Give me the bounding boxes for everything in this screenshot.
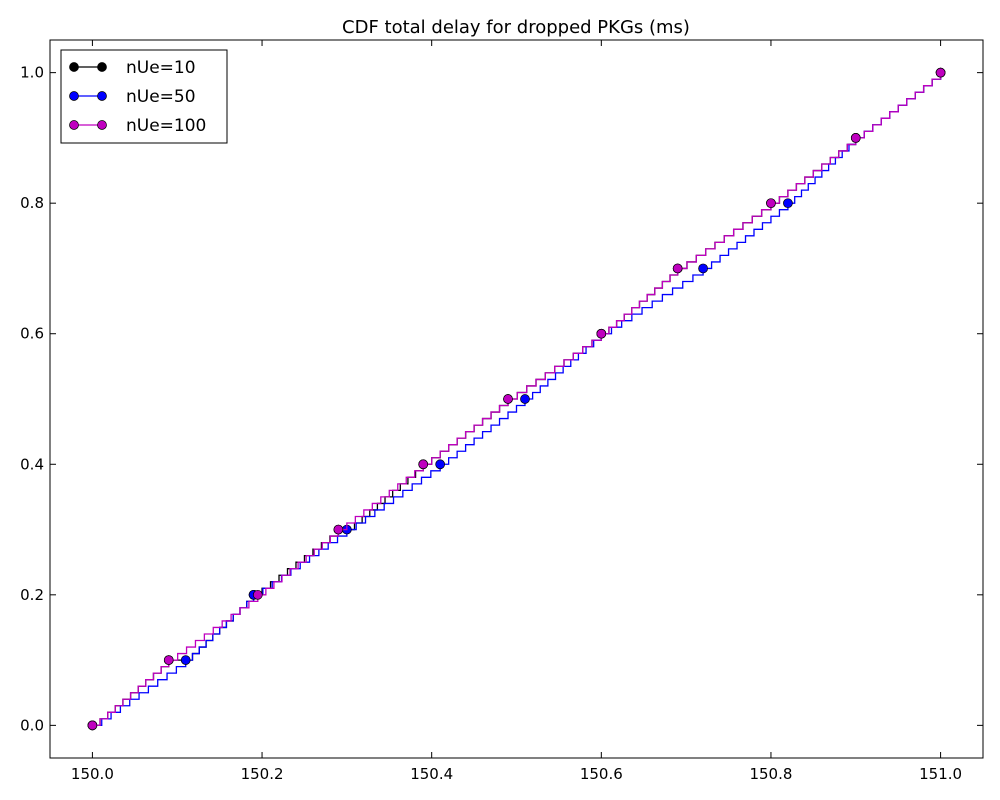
x-tick-label: 151.0 — [919, 765, 962, 783]
legend-label: nUe=50 — [126, 87, 196, 107]
x-tick-label: 150.6 — [580, 765, 623, 783]
data-point — [850, 133, 861, 143]
data-point — [418, 459, 429, 470]
data-point — [435, 459, 446, 470]
series-layer — [87, 67, 946, 731]
y-tick-label: 0.2 — [20, 586, 44, 604]
y-tick-label: 0.8 — [20, 194, 44, 212]
x-tick-label: 150.2 — [241, 765, 284, 783]
y-tick-label: 0.6 — [20, 325, 44, 343]
data-point — [698, 263, 708, 274]
data-point — [163, 655, 174, 665]
x-tick-label: 150.0 — [71, 765, 114, 783]
legend-marker — [97, 120, 107, 130]
legend-marker — [69, 120, 79, 130]
data-point — [180, 655, 191, 665]
data-point — [935, 67, 946, 78]
legend-label: nUe=100 — [126, 116, 206, 136]
legend-label: nUe=10 — [126, 58, 196, 78]
chart-title: CDF total delay for dropped PKGs (ms) — [342, 17, 690, 38]
x-tick-label: 150.8 — [749, 765, 792, 783]
plot-frame — [49, 39, 984, 759]
data-point — [252, 589, 263, 600]
series-nue-100 — [87, 67, 946, 731]
y-tick-label: 0.0 — [20, 716, 44, 734]
data-point — [766, 198, 776, 209]
data-point — [520, 394, 530, 404]
legend-entry: nUe=100 — [69, 116, 206, 136]
legend-marker — [97, 91, 107, 101]
x-tick-label: 150.4 — [410, 765, 453, 783]
data-point — [783, 198, 793, 209]
data-point — [596, 328, 607, 339]
legend-entry: nUe=10 — [69, 58, 196, 78]
y-tick-label: 0.4 — [20, 455, 44, 473]
legend-marker — [69, 91, 79, 101]
data-point — [333, 524, 344, 535]
data-point — [87, 720, 98, 731]
axis-layer: 150.0 150.2 150.4 150.6 150.8 151.0 0.0 0.2 0.4 0… — [20, 40, 983, 783]
data-point — [503, 394, 513, 404]
legend: nUe=10 nUe=50 nUe=100 — [60, 49, 228, 144]
legend-marker — [97, 62, 107, 72]
data-point — [672, 263, 683, 274]
legend-entry: nUe=50 — [69, 87, 196, 107]
y-tick-label: 1.0 — [20, 64, 44, 82]
legend-marker — [69, 62, 79, 72]
